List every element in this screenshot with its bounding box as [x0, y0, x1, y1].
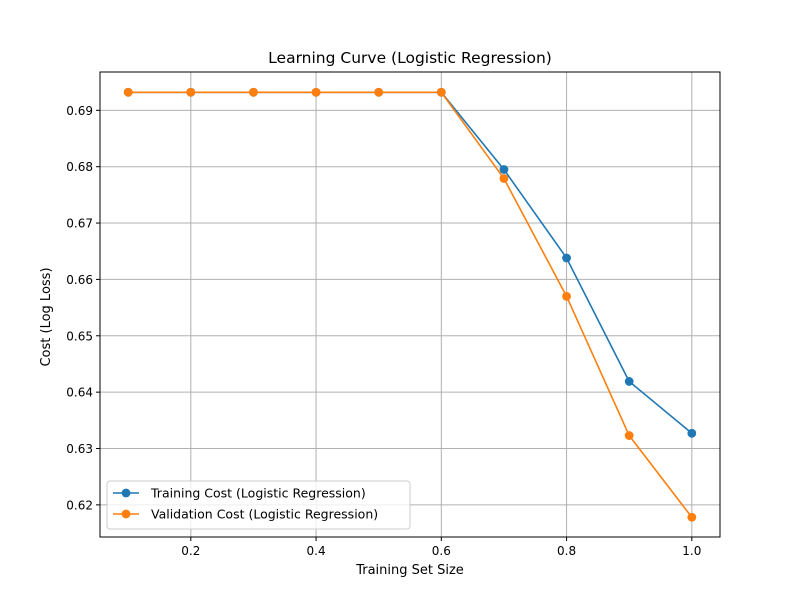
y-tick-label: 0.63: [66, 442, 93, 456]
data-point: [436, 87, 446, 97]
data-point: [624, 377, 634, 386]
x-tick-label: 0.6: [432, 544, 451, 558]
data-point: [499, 165, 509, 174]
data-point: [186, 87, 196, 97]
data-point: [624, 431, 634, 440]
legend-marker: [121, 488, 131, 498]
data-point: [123, 87, 133, 97]
series-layer: [123, 87, 697, 522]
legend: Training Cost (Logistic Regression) Valid…: [106, 480, 411, 530]
data-point: [311, 87, 321, 97]
data-point: [374, 87, 384, 97]
legend-marker: [121, 509, 131, 519]
y-tick-label: 0.67: [66, 217, 93, 231]
legend-item: Training Cost (Logistic Regression): [113, 486, 366, 501]
data-point: [562, 253, 571, 263]
series-line: [128, 91, 693, 518]
x-tick-label: 0.4: [307, 544, 326, 558]
legend-box: [106, 480, 411, 530]
x-axis-label: Training Set Size: [355, 563, 464, 578]
grid-lines: [100, 72, 720, 537]
y-tick-label: 0.66: [66, 273, 93, 287]
y-tick-label: 0.68: [66, 160, 93, 174]
data-point: [562, 291, 571, 301]
x-tick-label: 0.2: [181, 544, 200, 558]
data-point: [687, 512, 697, 522]
legend-item: Validation Cost (Logistic Regression): [113, 507, 378, 522]
data-point: [249, 87, 258, 97]
data-point: [687, 428, 697, 438]
plot-frame: [99, 71, 721, 538]
legend-label: Training Cost (Logistic Regression): [150, 486, 366, 501]
chart-title: Learning Curve (Logistic Regression): [268, 49, 552, 67]
y-tick-label: 0.64: [66, 386, 93, 400]
data-point: [499, 174, 509, 183]
axis-ticks: 0.2 0.4 0.6 0.8 1.0 0.62 0.63 0.64 0.65 0.66 0.67 0…: [66, 104, 701, 558]
y-tick-label: 0.69: [66, 104, 93, 118]
y-tick-label: 0.65: [66, 329, 93, 343]
legend-label: Validation Cost (Logistic Regression): [151, 507, 378, 522]
x-tick-label: 0.8: [557, 544, 576, 558]
y-tick-label: 0.62: [66, 498, 93, 512]
series-validation-cost: [123, 87, 697, 522]
x-tick-label: 1.0: [682, 544, 701, 558]
y-axis-label: Cost (Log Loss): [39, 267, 54, 366]
